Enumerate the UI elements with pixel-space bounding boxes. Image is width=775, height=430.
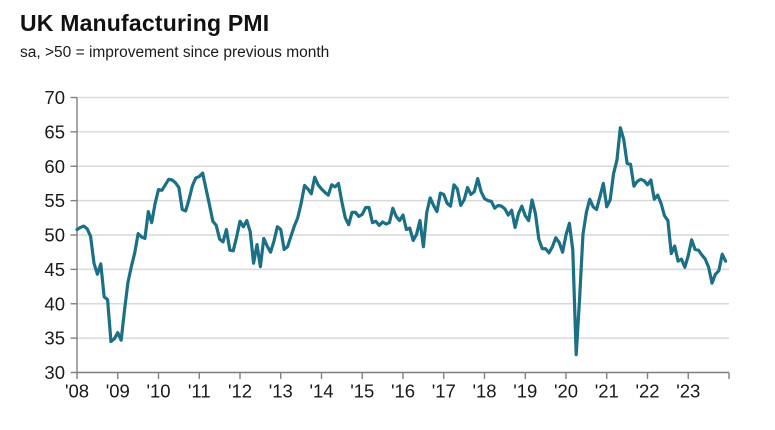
- y-tick-label: 70: [44, 87, 65, 108]
- x-tick-label: '15: [350, 381, 374, 402]
- y-tick-label: 65: [44, 121, 65, 142]
- x-tick-label: '18: [472, 381, 496, 402]
- y-tick-labels: 30 35 40 45 50 55 60 65 70: [44, 87, 77, 383]
- x-tick-label: '09: [106, 381, 130, 402]
- y-tick-label: 45: [44, 259, 65, 280]
- x-tick-label: '16: [391, 381, 415, 402]
- x-tick-labels: '08 '09 '10 '11 '12 '13 '14 '15 '16 '17 '18 '19 '20 '…: [65, 372, 730, 402]
- x-tick-label: '10: [146, 381, 170, 402]
- x-tick-label: '08: [65, 381, 89, 402]
- y-tick-label: 60: [44, 156, 65, 177]
- x-tick-label: '17: [432, 381, 456, 402]
- chart-title: UK Manufacturing PMI: [20, 10, 270, 36]
- x-tick-label: '14: [309, 381, 333, 402]
- x-tick-label: '12: [228, 381, 252, 402]
- x-tick-label: '22: [635, 381, 659, 402]
- y-tick-label: 30: [44, 362, 65, 383]
- y-tick-label: 40: [44, 293, 65, 314]
- chart-subtitle: sa, >50 = improvement since previous mon…: [20, 44, 330, 61]
- x-tick-label: '19: [513, 381, 537, 402]
- y-tick-label: 35: [44, 328, 65, 349]
- x-tick-label: '21: [595, 381, 619, 402]
- y-tick-label: 50: [44, 225, 65, 246]
- x-tick-label: '23: [676, 381, 700, 402]
- y-gridlines: [77, 96, 729, 339]
- x-tick-label: '11: [188, 381, 211, 402]
- x-tick-label: '20: [554, 381, 578, 402]
- pmi-data-line: [75, 126, 728, 357]
- y-tick-label: 55: [44, 190, 65, 211]
- x-tick-label: '13: [269, 381, 293, 402]
